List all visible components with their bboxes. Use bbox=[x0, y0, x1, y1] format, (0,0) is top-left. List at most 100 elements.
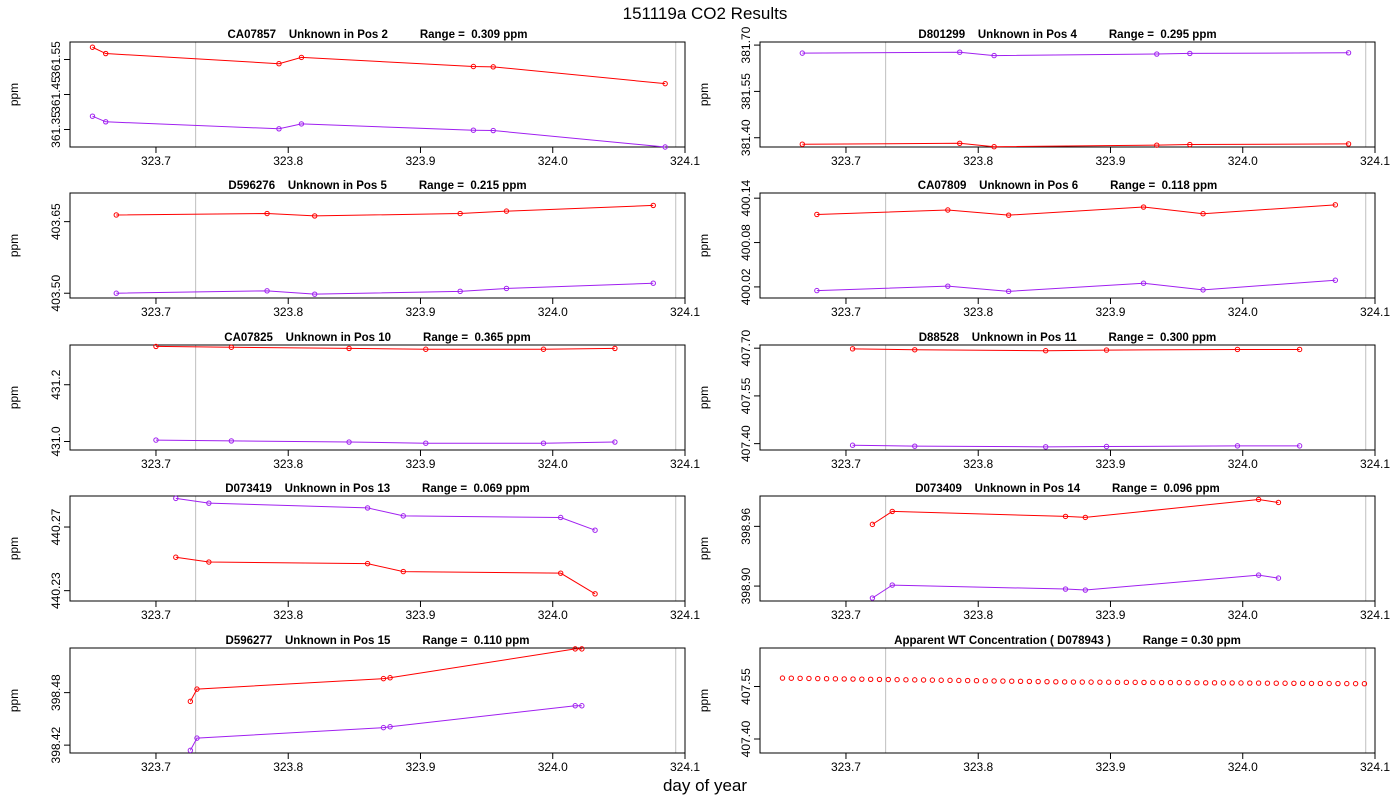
data-point-purple bbox=[503, 285, 510, 292]
data-point bbox=[1061, 679, 1068, 685]
data-point bbox=[1167, 679, 1174, 686]
data-point-red bbox=[1345, 141, 1352, 147]
y-tick-label: 400.14 bbox=[739, 179, 753, 216]
data-point-red bbox=[113, 212, 119, 218]
data-point bbox=[1185, 679, 1191, 686]
data-point-purple bbox=[264, 288, 270, 294]
data-point bbox=[1097, 679, 1103, 685]
series-line-red bbox=[816, 204, 1336, 216]
data-point bbox=[885, 676, 891, 683]
x-tick-label: 323.8 bbox=[273, 760, 303, 774]
data-point-purple bbox=[540, 440, 547, 446]
series-line-purple bbox=[852, 444, 1300, 448]
panel-title: D88528 Unknown in Pos 11 Range = 0.300 p… bbox=[919, 332, 1217, 344]
data-point-purple bbox=[276, 126, 282, 132]
plot-frame bbox=[759, 495, 1376, 602]
x-tick-label: 323.9 bbox=[405, 305, 435, 319]
data-point bbox=[1291, 680, 1297, 686]
chart-panel: CA07825 Unknown in Pos 10 Range = 0.365 … bbox=[7, 332, 700, 471]
data-point-red bbox=[276, 61, 282, 67]
data-point-red bbox=[153, 343, 159, 350]
y-tick-label: 407.55 bbox=[739, 668, 753, 705]
data-point bbox=[1176, 679, 1182, 686]
data-point-red bbox=[1187, 141, 1193, 148]
data-point bbox=[982, 678, 988, 684]
data-point bbox=[1017, 678, 1024, 685]
x-tick-label: 324.0 bbox=[538, 305, 568, 319]
x-tick-label: 324.0 bbox=[1228, 760, 1258, 774]
data-point-purple bbox=[1345, 50, 1352, 56]
data-point-red bbox=[572, 646, 578, 652]
x-tick-label: 323.9 bbox=[1095, 760, 1125, 774]
series-line-red bbox=[872, 498, 1279, 525]
data-point-red bbox=[364, 560, 371, 567]
y-tick-label: 398.48 bbox=[49, 674, 63, 711]
y-tick-label: 403.65 bbox=[49, 203, 63, 240]
data-point-red bbox=[457, 210, 463, 217]
y-tick-label: 431.2 bbox=[49, 369, 63, 399]
x-tick-label: 323.7 bbox=[141, 608, 171, 622]
y-tick-label: 361.45 bbox=[49, 76, 63, 113]
data-point-red bbox=[592, 591, 598, 597]
data-point-red bbox=[814, 211, 820, 218]
data-point-red bbox=[1103, 347, 1110, 353]
series-line-red bbox=[802, 142, 1349, 148]
data-point-purple bbox=[113, 290, 119, 296]
x-tick-label: 323.8 bbox=[273, 154, 303, 168]
data-point-red bbox=[311, 213, 318, 219]
data-point-purple bbox=[1140, 280, 1147, 286]
data-point-purple bbox=[1103, 443, 1110, 450]
y-tick-label: 398.90 bbox=[739, 567, 753, 604]
data-point-purple bbox=[1200, 287, 1206, 293]
chart-panel: Apparent WT Concentration ( D078943 ) Ra… bbox=[697, 635, 1390, 774]
data-point bbox=[1106, 679, 1112, 685]
x-tick-label: 323.7 bbox=[141, 154, 171, 168]
data-point-red bbox=[1296, 346, 1303, 353]
data-point-purple bbox=[470, 127, 477, 133]
data-point bbox=[779, 675, 786, 681]
data-point bbox=[1044, 678, 1050, 685]
data-point-red bbox=[400, 568, 406, 575]
data-point-purple bbox=[364, 505, 371, 511]
data-point bbox=[1070, 679, 1077, 685]
y-tick-label: 381.55 bbox=[739, 73, 753, 110]
data-point bbox=[876, 676, 883, 683]
data-point-red bbox=[1154, 142, 1160, 148]
data-point-red bbox=[557, 570, 564, 576]
data-point-purple bbox=[572, 703, 578, 709]
data-point-red bbox=[206, 559, 212, 565]
data-point-red bbox=[1275, 499, 1282, 506]
data-point bbox=[1352, 680, 1359, 687]
data-point-purple bbox=[945, 283, 951, 289]
panel-title: CA07857 Unknown in Pos 2 Range = 0.309 p… bbox=[227, 29, 527, 41]
data-point-purple bbox=[957, 49, 963, 55]
data-point bbox=[1344, 680, 1350, 687]
y-tick-label: 398.96 bbox=[739, 508, 753, 545]
x-tick-label: 324.1 bbox=[1360, 608, 1390, 622]
data-point-red bbox=[228, 344, 235, 350]
data-point-purple bbox=[869, 595, 876, 601]
data-point bbox=[1273, 680, 1279, 686]
data-point bbox=[1026, 678, 1033, 685]
data-point-red bbox=[799, 141, 806, 147]
data-point bbox=[991, 678, 997, 684]
series-line-red bbox=[92, 46, 666, 85]
data-point-purple bbox=[592, 527, 598, 533]
data-point-red bbox=[1255, 496, 1262, 503]
data-point-red bbox=[1082, 514, 1089, 521]
data-point-red bbox=[89, 44, 96, 50]
data-point-purple bbox=[662, 144, 668, 150]
data-point-purple bbox=[612, 439, 618, 445]
chart-panel: D073419 Unknown in Pos 13 Range = 0.069 … bbox=[7, 483, 700, 622]
data-point-purple bbox=[1275, 575, 1282, 581]
data-point bbox=[1247, 680, 1253, 686]
series-line-purple bbox=[872, 574, 1279, 599]
data-point-red bbox=[1332, 202, 1339, 208]
y-tick-label: 407.70 bbox=[739, 330, 753, 367]
data-point bbox=[912, 677, 918, 683]
data-point-red bbox=[849, 346, 856, 352]
series-line-purple bbox=[175, 497, 596, 531]
data-point bbox=[832, 676, 839, 682]
figure-xlabel: day of year bbox=[663, 776, 747, 795]
data-point-purple bbox=[490, 127, 496, 134]
